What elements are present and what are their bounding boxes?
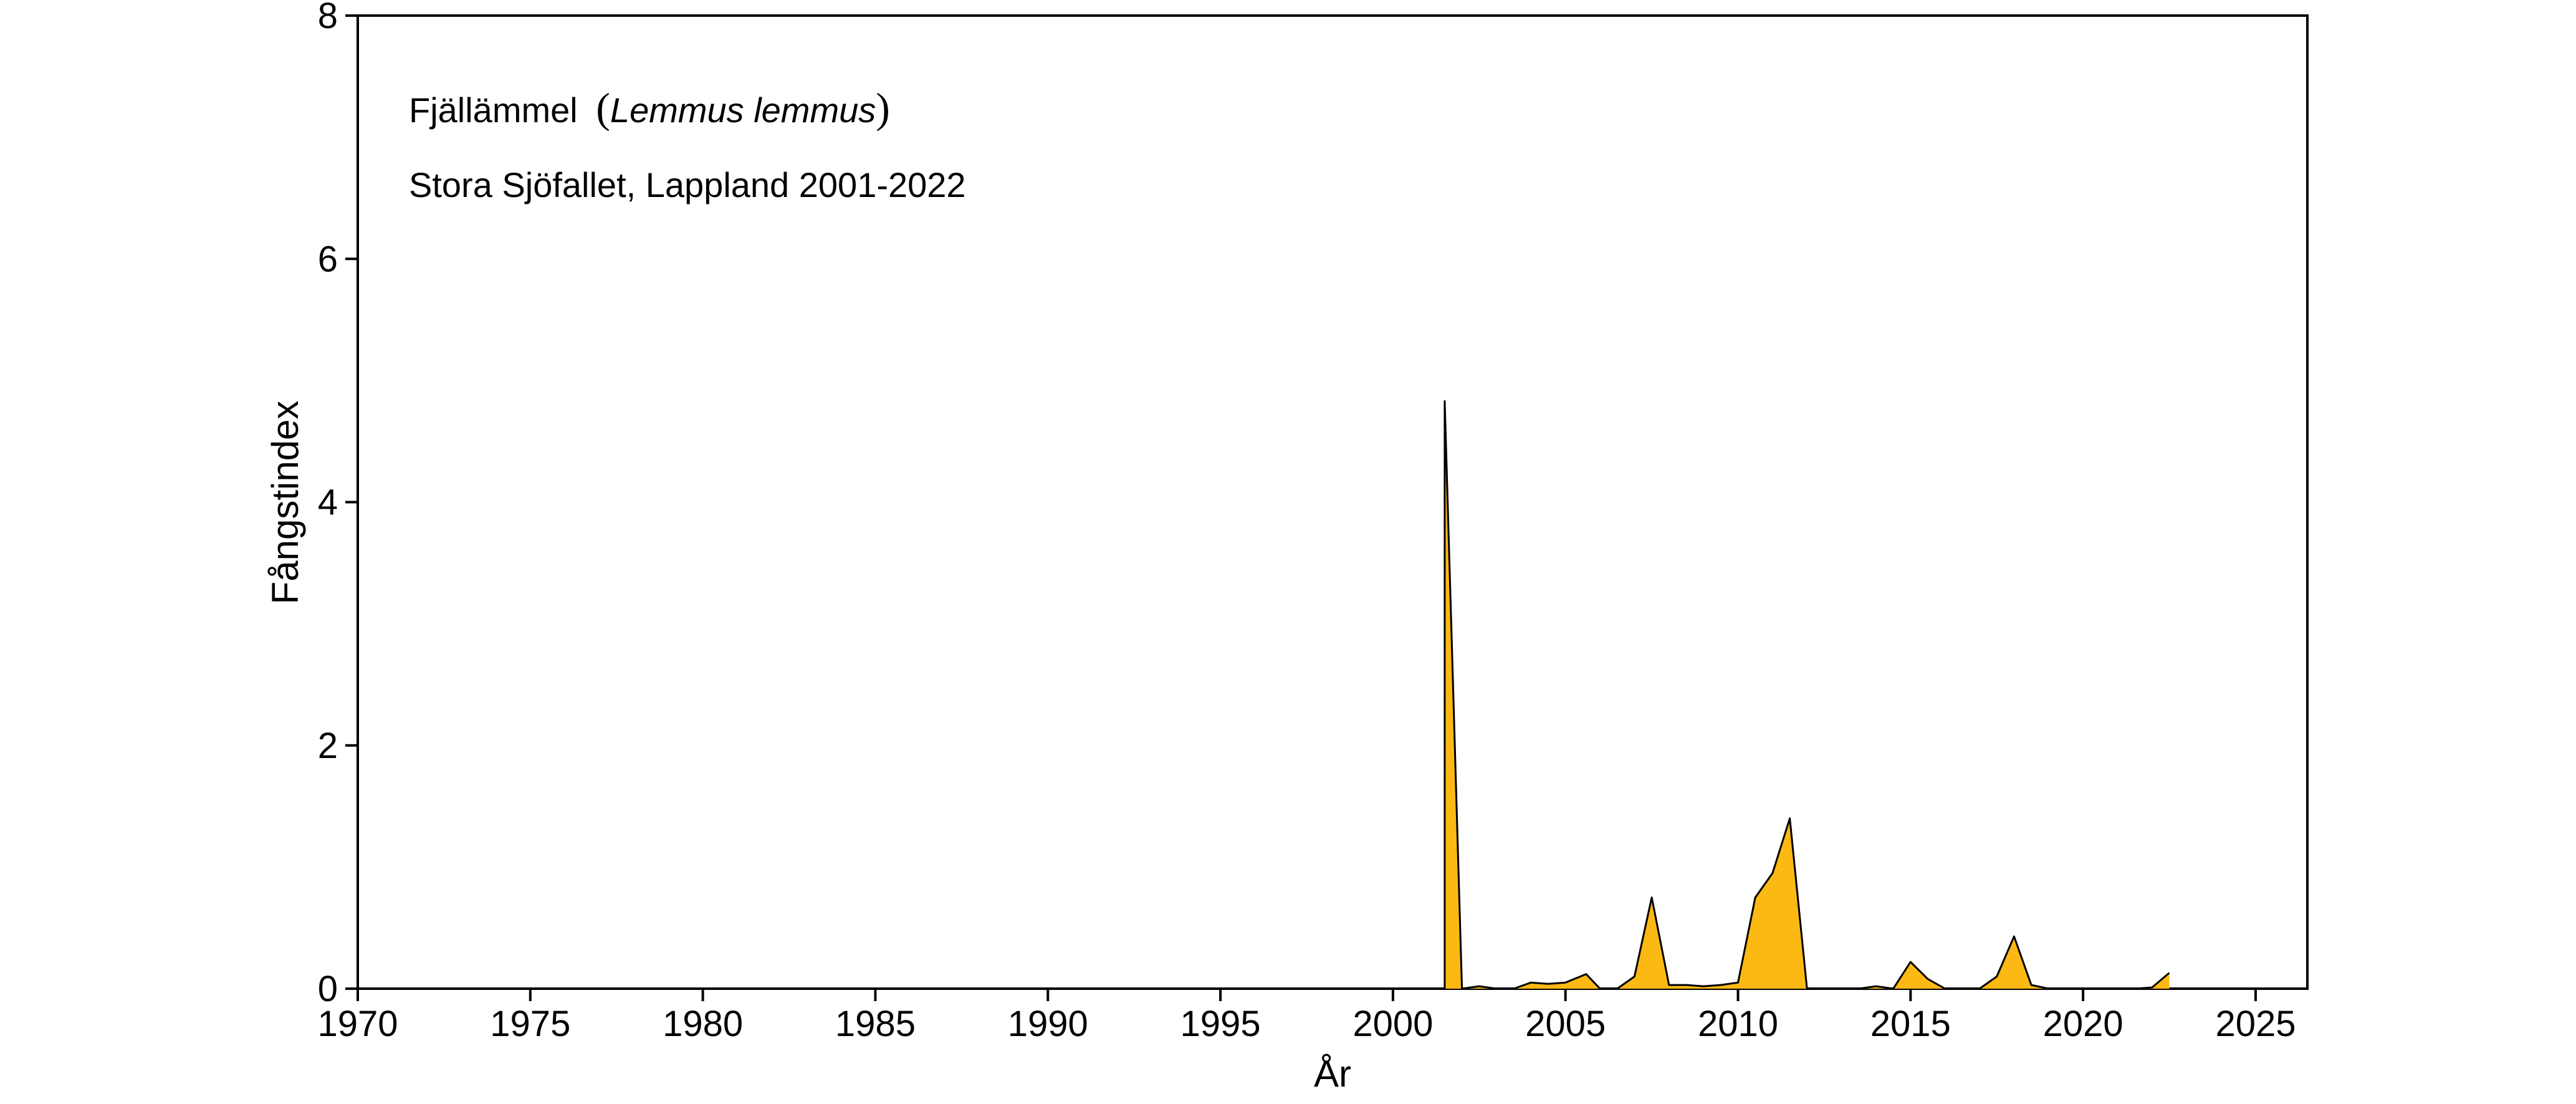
y-axis: 0 2 4 6 8	[318, 0, 358, 1009]
y-axis-label: Fångstindex	[264, 401, 306, 605]
x-tick-label: 1990	[1008, 1004, 1088, 1044]
series-line	[1444, 400, 2170, 990]
y-tick-label: 2	[318, 726, 338, 766]
x-tick-label: 1970	[317, 1004, 398, 1044]
x-axis-label: År	[1314, 1053, 1351, 1095]
x-tick-label: 2005	[1525, 1004, 1606, 1044]
y-tick-label: 4	[318, 482, 338, 523]
species-annotation: Fjällämmel (Lemmus lemmus)	[409, 84, 890, 132]
series-area	[1444, 401, 2170, 989]
x-tick-label: 2000	[1353, 1004, 1433, 1044]
x-tick-label: 1980	[663, 1004, 743, 1044]
x-tick-label: 2010	[1698, 1004, 1778, 1044]
x-tick-label: 1985	[835, 1004, 916, 1044]
site-annotation: Stora Sjöfallet, Lappland 2001-2022	[409, 165, 966, 204]
x-axis: 1970 1975 1980 1985 1990 1995 2000 2005 2010 2015…	[317, 989, 2296, 1044]
species-common-name: Fjällämmel	[409, 90, 578, 130]
y-tick-label: 8	[318, 0, 338, 36]
x-tick-label: 1995	[1180, 1004, 1261, 1044]
x-tick-label: 1975	[490, 1004, 570, 1044]
x-tick-label: 2015	[1870, 1004, 1951, 1044]
species-latin-name: Lemmus lemmus	[610, 90, 876, 130]
plot-frame	[357, 14, 2309, 990]
x-tick-label: 2020	[2043, 1004, 2124, 1044]
x-tick-label: 2025	[2215, 1004, 2296, 1044]
y-tick-label: 6	[318, 239, 338, 279]
y-tick-label: 0	[318, 969, 338, 1009]
